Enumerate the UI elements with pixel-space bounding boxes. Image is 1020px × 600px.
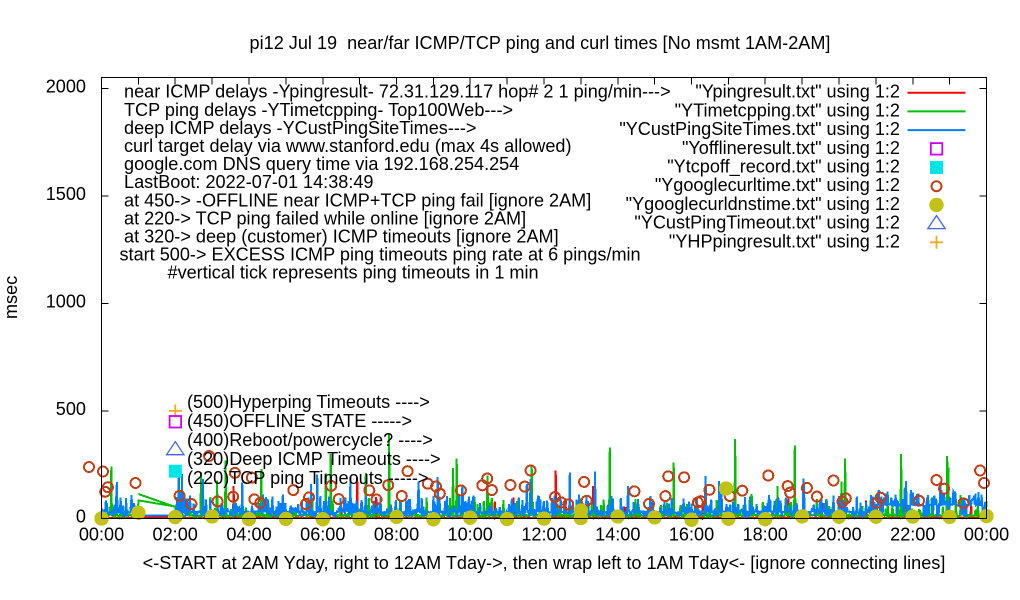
svg-text:at 450-> -OFFLINE near ICMP+TC: at 450-> -OFFLINE near ICMP+TCP ping fai… [124,190,591,210]
svg-text:#vertical tick represents ping: #vertical tick represents ping timeouts … [168,263,539,283]
svg-text:500: 500 [56,399,86,419]
svg-text:00:00: 00:00 [79,524,124,544]
svg-text:pi12 Jul 19 near/far ICMP/TCP: pi12 Jul 19 near/far ICMP/TCP ping and c… [250,33,831,53]
svg-text:"Ypingresult.txt" using 1:2: "Ypingresult.txt" using 1:2 [695,82,900,102]
svg-text:02:00: 02:00 [153,524,198,544]
svg-text:18:00: 18:00 [743,524,788,544]
svg-text:(320)Deep ICMP Timeouts ---->: (320)Deep ICMP Timeouts ----> [187,449,441,469]
svg-text:start 500-> EXCESS ICMP ping t: start 500-> EXCESS ICMP ping timeouts pi… [120,245,641,265]
svg-text:"Ygooglecurltime.txt" using 1:: "Ygooglecurltime.txt" using 1:2 [655,175,900,195]
svg-text:"YHPpingresult.txt" using 1:2: "YHPpingresult.txt" using 1:2 [669,231,900,251]
svg-text:06:00: 06:00 [300,524,345,544]
svg-text:0: 0 [76,507,86,527]
svg-text:14:00: 14:00 [595,524,640,544]
svg-text:10:00: 10:00 [448,524,493,544]
svg-text:2000: 2000 [46,77,86,97]
svg-text:(500)Hyperping Timeouts ---->: (500)Hyperping Timeouts ----> [187,392,430,412]
svg-text:msec: msec [1,276,21,319]
svg-text:16:00: 16:00 [669,524,714,544]
svg-text:1000: 1000 [46,292,86,312]
svg-text:google.com DNS query time via: google.com DNS query time via 192.168.25… [124,154,519,174]
svg-text:(400)Reboot/powercycle? ---->: (400)Reboot/powercycle? ----> [187,430,433,450]
svg-text:"YCustPingTimeout.txt" using 1: "YCustPingTimeout.txt" using 1:2 [634,213,900,233]
svg-text:"YTimetcpping.txt" using 1:2: "YTimetcpping.txt" using 1:2 [675,100,900,120]
svg-text:20:00: 20:00 [816,524,861,544]
svg-text:<-START at 2AM Yday, right to: <-START at 2AM Yday, right to 12AM Tday-… [143,553,946,573]
svg-text:near ICMP delays -Ypingresult-: near ICMP delays -Ypingresult- 72.31.129… [124,82,671,102]
svg-text:curl target delay via www.stan: curl target delay via www.stanford.edu (… [124,136,572,156]
svg-text:(220)TCP ping Timeouts ----->: (220)TCP ping Timeouts -----> [187,468,429,488]
svg-text:at 220-> TCP ping failed while: at 220-> TCP ping failed while online [i… [124,208,526,228]
svg-text:"Ytcpoff_record.txt" using 1:2: "Ytcpoff_record.txt" using 1:2 [667,157,900,178]
svg-text:at 320-> deep (customer) ICMP: at 320-> deep (customer) ICMP timeouts [… [124,227,559,247]
svg-text:1500: 1500 [46,184,86,204]
svg-text:(450)OFFLINE STATE ----->: (450)OFFLINE STATE -----> [187,411,412,431]
svg-text:TCP ping delays -YTimetcpping-: TCP ping delays -YTimetcpping- Top100Web… [124,100,513,120]
svg-text:22:00: 22:00 [890,524,935,544]
svg-text:08:00: 08:00 [374,524,419,544]
svg-text:deep ICMP delays -YCustPingSit: deep ICMP delays -YCustPingSiteTimes---> [124,118,476,138]
svg-text:00:00: 00:00 [964,524,1009,544]
svg-text:LastBoot: 2022-07-01 14:38:49: LastBoot: 2022-07-01 14:38:49 [124,172,374,192]
svg-text:"YCustPingSiteTimes.txt" using: "YCustPingSiteTimes.txt" using 1:2 [619,119,900,139]
svg-text:12:00: 12:00 [521,524,566,544]
svg-text:"Ygooglecurldnstime.txt" using: "Ygooglecurldnstime.txt" using 1:2 [626,194,900,214]
svg-text:"Yofflineresult.txt" using 1:2: "Yofflineresult.txt" using 1:2 [682,138,900,158]
svg-text:04:00: 04:00 [226,524,271,544]
